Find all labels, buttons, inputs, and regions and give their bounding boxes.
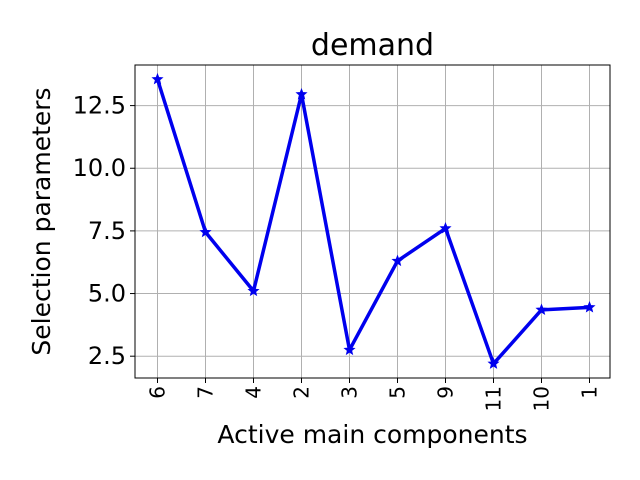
series-line (155, 78, 590, 366)
y-axis-label: Selection parameters (27, 87, 56, 355)
y-tick-label: 12.5 (73, 92, 126, 120)
data-point (343, 343, 356, 356)
plot-frame (134, 64, 611, 379)
y-tick-label: 10.0 (73, 154, 126, 182)
x-tick-label: 4 (242, 386, 266, 399)
series (151, 72, 596, 369)
data-point (487, 357, 500, 369)
data-point (439, 222, 452, 234)
data-point (295, 87, 308, 100)
x-tick-label: 6 (146, 386, 170, 399)
x-tick-label: 9 (434, 386, 458, 399)
data-point (391, 254, 404, 267)
x-tick-label: 11 (482, 386, 506, 411)
x-tick-label: 5 (386, 386, 410, 399)
y-tick-label: 5.0 (88, 280, 126, 308)
data-point (583, 300, 596, 313)
data-point (535, 303, 548, 315)
data-point (247, 284, 260, 297)
y-tick-label: 7.5 (88, 217, 126, 245)
chart-title: demand (311, 28, 434, 63)
axis-ticks: 6 7 4 2 3 5 9 11 10 12.55.07.510.012.5 (73, 92, 602, 412)
x-tick-label: 3 (338, 386, 362, 399)
data-point (199, 225, 212, 238)
x-axis-label: Active main components (217, 420, 527, 449)
x-tick-label: 7 (194, 386, 218, 399)
x-tick-label: 1 (578, 386, 602, 399)
x-tick-label: 10 (530, 386, 554, 411)
y-tick-label: 2.5 (88, 342, 126, 370)
data-point (151, 72, 164, 85)
x-tick-label: 2 (290, 386, 314, 399)
grid (135, 65, 610, 378)
